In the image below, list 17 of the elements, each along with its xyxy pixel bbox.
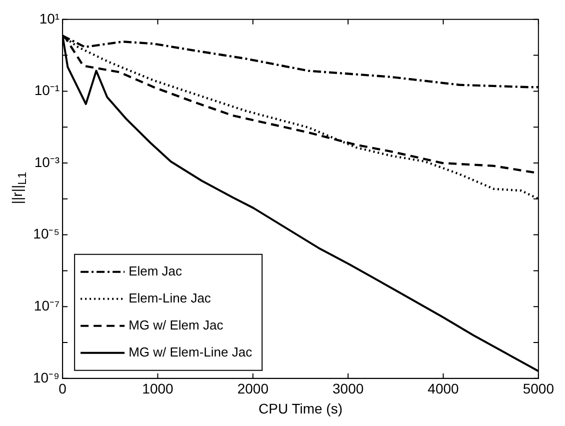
y-tick-label: 10⁻⁷ <box>34 297 60 314</box>
y-tick-label: 10¹ <box>39 10 60 26</box>
y-tick-label: 10⁻³ <box>34 154 60 170</box>
legend-label: MG w/ Elem-Line Jac <box>128 344 253 360</box>
x-tick-label: 3000 <box>332 380 364 397</box>
x-axis-title: CPU Time (s) <box>258 400 342 416</box>
y-tick-label: 10⁻¹ <box>34 82 60 98</box>
x-tick-label: 4000 <box>428 380 460 397</box>
x-tick-label: 5000 <box>522 380 554 397</box>
y-tick-label: 10⁻⁵ <box>33 226 60 242</box>
legend-label: Elem Jac <box>128 263 183 278</box>
legend-label: MG w/ Elem Jac <box>128 317 224 332</box>
x-tick-label: 1000 <box>142 380 174 397</box>
x-tick-label: 0 <box>58 380 67 397</box>
legend-label: Elem-Line Jac <box>128 290 212 306</box>
x-tick-label: 2000 <box>237 380 269 397</box>
y-tick-label: 10⁻⁹ <box>32 369 60 386</box>
